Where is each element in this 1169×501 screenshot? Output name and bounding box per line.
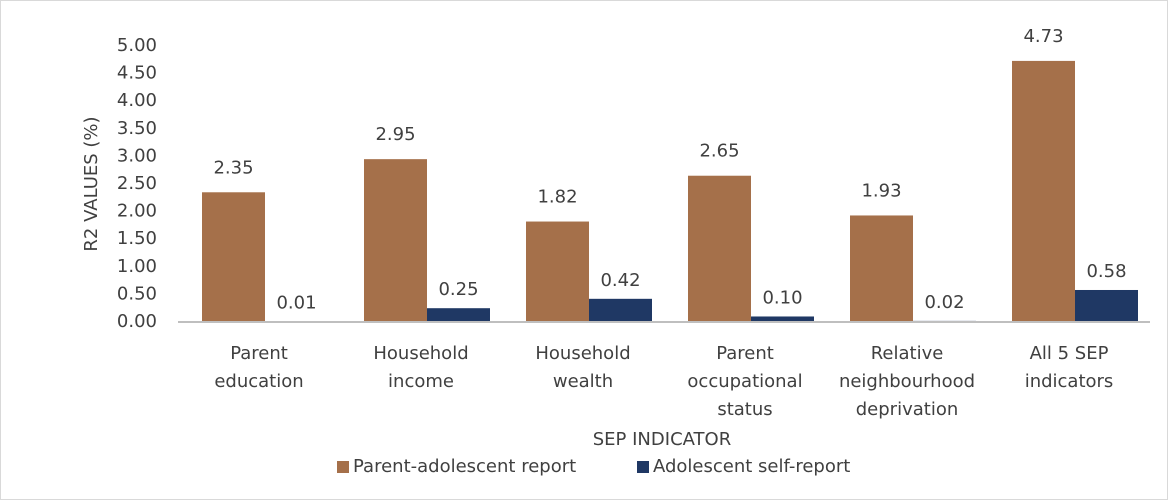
x-axis-label: SEP INDICATOR	[593, 429, 731, 450]
x-tick-label: indicators	[1025, 371, 1114, 392]
legend-label: Adolescent self-report	[653, 456, 850, 477]
x-tick-label: Parent	[230, 343, 288, 364]
x-tick-label: Relative	[871, 343, 944, 364]
value-label: 0.02	[924, 292, 964, 313]
x-tick-label: wealth	[553, 371, 613, 392]
x-tick-label: neighbourhood	[839, 371, 975, 392]
y-tick-label: 1.00	[117, 256, 157, 277]
value-label: 2.65	[699, 141, 739, 162]
bar	[688, 175, 751, 322]
x-tick-label: deprivation	[856, 399, 959, 420]
y-tick-label: 2.50	[117, 173, 157, 194]
x-tick-label: education	[214, 371, 303, 392]
bar	[1075, 289, 1138, 322]
value-label: 0.42	[600, 270, 640, 291]
x-tick-label: Parent	[716, 343, 774, 364]
value-label: 0.58	[1086, 261, 1126, 282]
legend-swatch	[337, 461, 349, 473]
y-tick-label: 4.00	[117, 90, 157, 111]
y-tick-label: 3.00	[117, 145, 157, 166]
y-tick-label: 3.50	[117, 118, 157, 139]
x-tick-label: All 5 SEP	[1030, 343, 1109, 364]
legend-label: Parent-adolescent report	[353, 456, 576, 477]
value-label: 1.93	[861, 180, 901, 201]
value-label: 0.25	[438, 279, 478, 300]
legend-swatch	[637, 461, 649, 473]
y-tick-label: 1.50	[117, 228, 157, 249]
bar	[751, 316, 814, 322]
value-label: 2.95	[375, 124, 415, 145]
x-tick-label: occupational	[687, 371, 802, 392]
bar	[364, 159, 427, 322]
x-tick-label: Household	[535, 343, 630, 364]
y-tick-label: 5.00	[117, 35, 157, 56]
bar	[1012, 60, 1075, 323]
y-tick-label: 2.00	[117, 201, 157, 222]
bar	[850, 215, 913, 322]
value-label: 4.73	[1023, 26, 1063, 47]
y-tick-label: 0.50	[117, 283, 157, 304]
y-axis-label: R2 VALUES (%)	[81, 116, 102, 251]
value-label: 2.35	[213, 157, 253, 178]
y-tick-label: 4.50	[117, 63, 157, 84]
x-tick-label: Household	[373, 343, 468, 364]
bar	[427, 308, 490, 322]
value-label: 0.10	[762, 287, 802, 308]
x-tick-label: income	[388, 371, 454, 392]
bar	[202, 192, 265, 322]
value-label: 0.01	[276, 292, 316, 313]
x-tick-label: status	[717, 399, 772, 420]
y-tick-label: 0.00	[117, 311, 157, 332]
bar	[526, 221, 589, 322]
value-label: 1.82	[537, 187, 577, 208]
bar	[589, 298, 652, 322]
